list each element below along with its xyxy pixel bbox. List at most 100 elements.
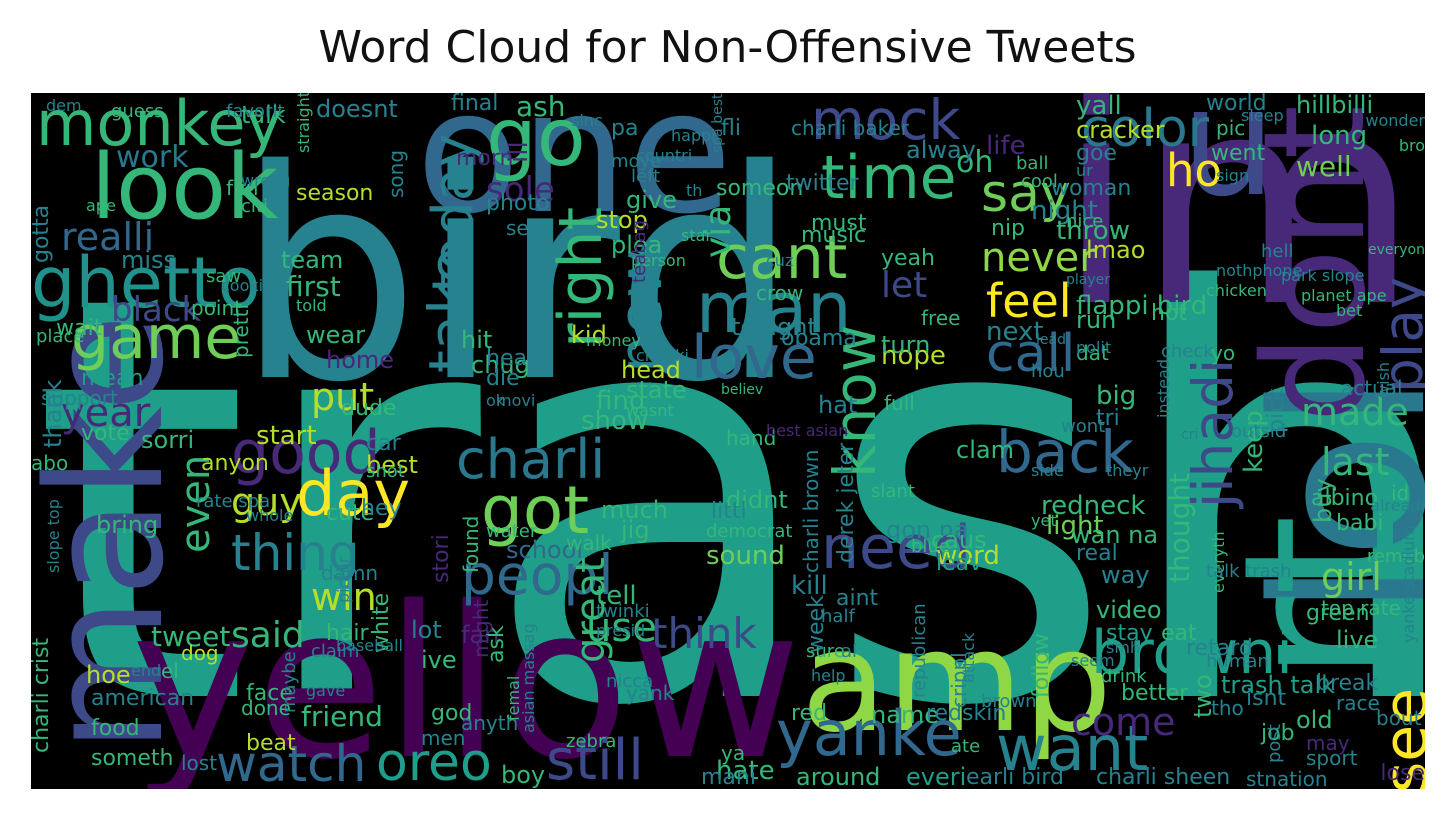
cloud-word: bring: [96, 511, 159, 539]
cloud-word: support: [41, 386, 118, 410]
cloud-word: wait: [56, 316, 103, 341]
cloud-word: obama: [781, 326, 857, 351]
cloud-word: time: [821, 143, 957, 213]
cloud-word: spa best: [710, 93, 726, 154]
cloud-word: charli baker: [791, 116, 909, 140]
cloud-word: charli crist: [31, 637, 54, 753]
cloud-word: cracker: [1076, 116, 1165, 144]
cloud-word: best: [366, 451, 418, 479]
cloud-word: aint: [836, 586, 879, 611]
cloud-word: green: [1306, 601, 1370, 626]
cloud-word: girl: [1321, 555, 1382, 599]
cloud-word: want: [996, 712, 1149, 785]
cloud-word: alway: [906, 136, 976, 164]
cloud-word: caus: [931, 526, 987, 554]
cloud-word: ho: [1166, 144, 1223, 197]
cloud-word: got: [481, 472, 590, 549]
cloud-word: alreadi: [1370, 496, 1425, 515]
cloud-word: actual: [1341, 376, 1403, 400]
cloud-word: charli brown: [799, 449, 823, 573]
cloud-word: stay: [1106, 621, 1153, 646]
cloud-word: trash: [31, 177, 1425, 789]
cloud-word: peopl: [461, 543, 614, 607]
cloud-word: follow: [1029, 633, 1054, 698]
cloud-word: song: [384, 149, 408, 198]
cloud-word: isnt: [1246, 686, 1287, 711]
cloud-word: give: [626, 186, 677, 214]
cloud-word: love: [691, 323, 817, 393]
cloud-word: wonder: [1365, 111, 1425, 130]
cloud-word: charli sheen: [1096, 765, 1231, 789]
cloud-word: run: [1076, 306, 1117, 334]
cloud-word: plea: [611, 231, 663, 259]
cloud-word: ape: [86, 196, 116, 215]
cloud-word: brown: [981, 691, 1037, 712]
cloud-word: god: [431, 701, 473, 726]
cloud-word: job: [1261, 721, 1295, 746]
cloud-word: slant: [871, 481, 915, 502]
cloud-word: ya: [721, 741, 746, 765]
cloud-word: name: [871, 701, 940, 729]
cloud-word: kill: [791, 571, 828, 601]
cloud-word: presid: [596, 621, 646, 640]
cloud-word: planet ape: [1301, 286, 1387, 305]
cloud-word: lmao: [1086, 236, 1146, 264]
cloud-word: wont: [1061, 416, 1106, 437]
cloud-word: final: [451, 93, 499, 116]
cloud-word: dude: [341, 396, 397, 421]
cloud-word: thought: [1163, 472, 1196, 583]
cloud-word: guess: [111, 101, 164, 122]
cloud-word: show: [581, 406, 649, 436]
cloud-word: anyth: [461, 711, 519, 735]
cloud-word: cuz: [766, 251, 794, 270]
cloud-word: nice: [1066, 211, 1104, 232]
cloud-word: color: [1081, 99, 1210, 159]
cloud-word: abo: [31, 451, 69, 475]
cloud-word: woman: [1051, 176, 1132, 201]
cloud-word: el: [161, 659, 179, 683]
cloud-word: countri: [636, 146, 693, 165]
cloud-word: wasnt: [626, 401, 674, 420]
cloud-word: seem: [1071, 651, 1115, 670]
cloud-word: mani: [701, 765, 756, 789]
cloud-word: anyon: [201, 451, 269, 476]
cloud-word: republican: [909, 603, 930, 698]
cloud-word: yall: [1076, 93, 1122, 121]
cloud-word: last: [1321, 440, 1390, 484]
cloud-word: slope top: [44, 499, 63, 573]
cloud-word: retard: [1186, 636, 1253, 661]
cloud-word: drink: [1101, 666, 1147, 687]
cloud-word: put: [311, 375, 375, 419]
cloud-word: next: [986, 317, 1044, 347]
cloud-word: flappi bird: [1076, 291, 1208, 321]
cloud-word: albino: [1311, 486, 1379, 511]
cloud-word: smh: [1106, 638, 1141, 657]
cloud-word: gotta: [31, 204, 54, 263]
cloud-word: yellow: [131, 561, 802, 789]
cloud-word: sorri: [141, 426, 195, 454]
cloud-word: believ: [721, 382, 764, 398]
cloud-word: everi: [906, 763, 967, 789]
cloud-word: yet: [1031, 511, 1057, 530]
cloud-word: must: [811, 211, 867, 236]
cloud-word: stnation: [1246, 767, 1328, 789]
cloud-word: red: [791, 701, 828, 726]
cloud-word: done: [241, 696, 291, 720]
cloud-word: hand: [726, 426, 777, 450]
cloud-word: die: [486, 366, 520, 391]
cloud-word: feel: [986, 274, 1072, 328]
cloud-word: watch: [216, 735, 367, 789]
cloud-word: yank: [626, 681, 675, 705]
cloud-word: better: [1121, 681, 1189, 706]
cloud-word: talk: [241, 101, 286, 129]
cloud-word: full: [884, 391, 915, 415]
cloud-word: around: [796, 763, 881, 789]
cloud-word: chunki: [636, 346, 689, 365]
cloud-word: sport: [1306, 746, 1358, 770]
cloud-word: dem: [46, 96, 82, 115]
cloud-word: mock: [811, 93, 961, 152]
cloud-word: made: [1301, 390, 1409, 434]
cloud-word: littl: [711, 499, 747, 524]
cloud-word: might: [469, 599, 493, 658]
cloud-word: went: [1211, 141, 1266, 166]
